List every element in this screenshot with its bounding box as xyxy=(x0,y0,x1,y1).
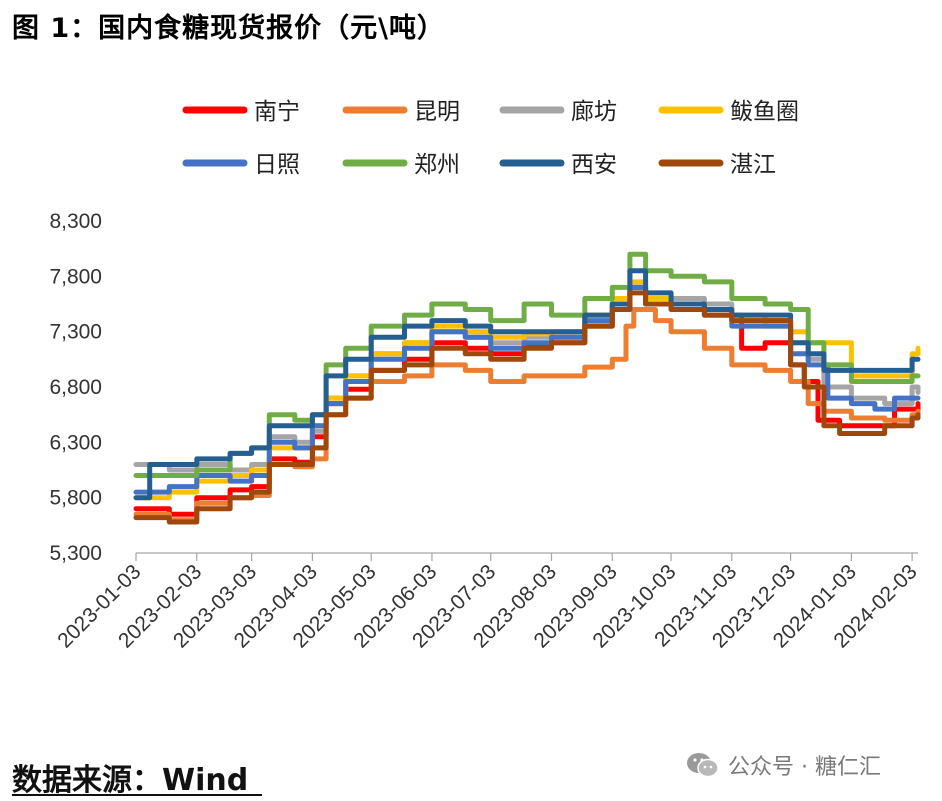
figure-title: 图 1：国内食糖现货报价（元\吨） xyxy=(12,13,446,44)
legend-label: 廊坊 xyxy=(571,99,617,125)
y-tick-label: 6,800 xyxy=(49,376,102,399)
legend-label: 鲅鱼圈 xyxy=(730,99,799,125)
legend-label: 昆明 xyxy=(414,99,460,125)
y-tick-label: 7,300 xyxy=(49,321,102,344)
y-tick-label: 7,800 xyxy=(49,265,102,288)
y-tick-label: 5,300 xyxy=(49,542,102,565)
legend-label: 南宁 xyxy=(254,99,300,125)
watermark-text: 公众号 · 糖仁汇 xyxy=(728,755,881,780)
series-line-廊坊 xyxy=(133,284,921,473)
y-tick-label: 8,300 xyxy=(49,210,102,233)
y-tick-label: 5,800 xyxy=(49,487,102,510)
y-axis: 5,300 5,800 6,300 6,800 7,300 7,800 8,300 xyxy=(49,210,102,565)
watermark: 公众号 · 糖仁汇 xyxy=(686,748,881,782)
y-tick-label: 6,300 xyxy=(49,431,102,454)
legend-label: 西安 xyxy=(571,152,617,178)
wechat-icon xyxy=(687,753,719,778)
data-source-label: 数据来源：Wind xyxy=(12,763,249,798)
x-axis: 2023-01-032023-02-032023-03-032023-04-03… xyxy=(53,552,922,652)
series-lines xyxy=(133,251,921,525)
series-line-湛江 xyxy=(133,290,921,525)
legend-label: 郑州 xyxy=(414,152,460,178)
series-line-郑州 xyxy=(133,251,921,478)
source-underline xyxy=(12,794,262,796)
legend-label: 湛江 xyxy=(730,152,776,178)
legend-label: 日照 xyxy=(254,152,300,178)
series-line-日照 xyxy=(133,284,921,495)
